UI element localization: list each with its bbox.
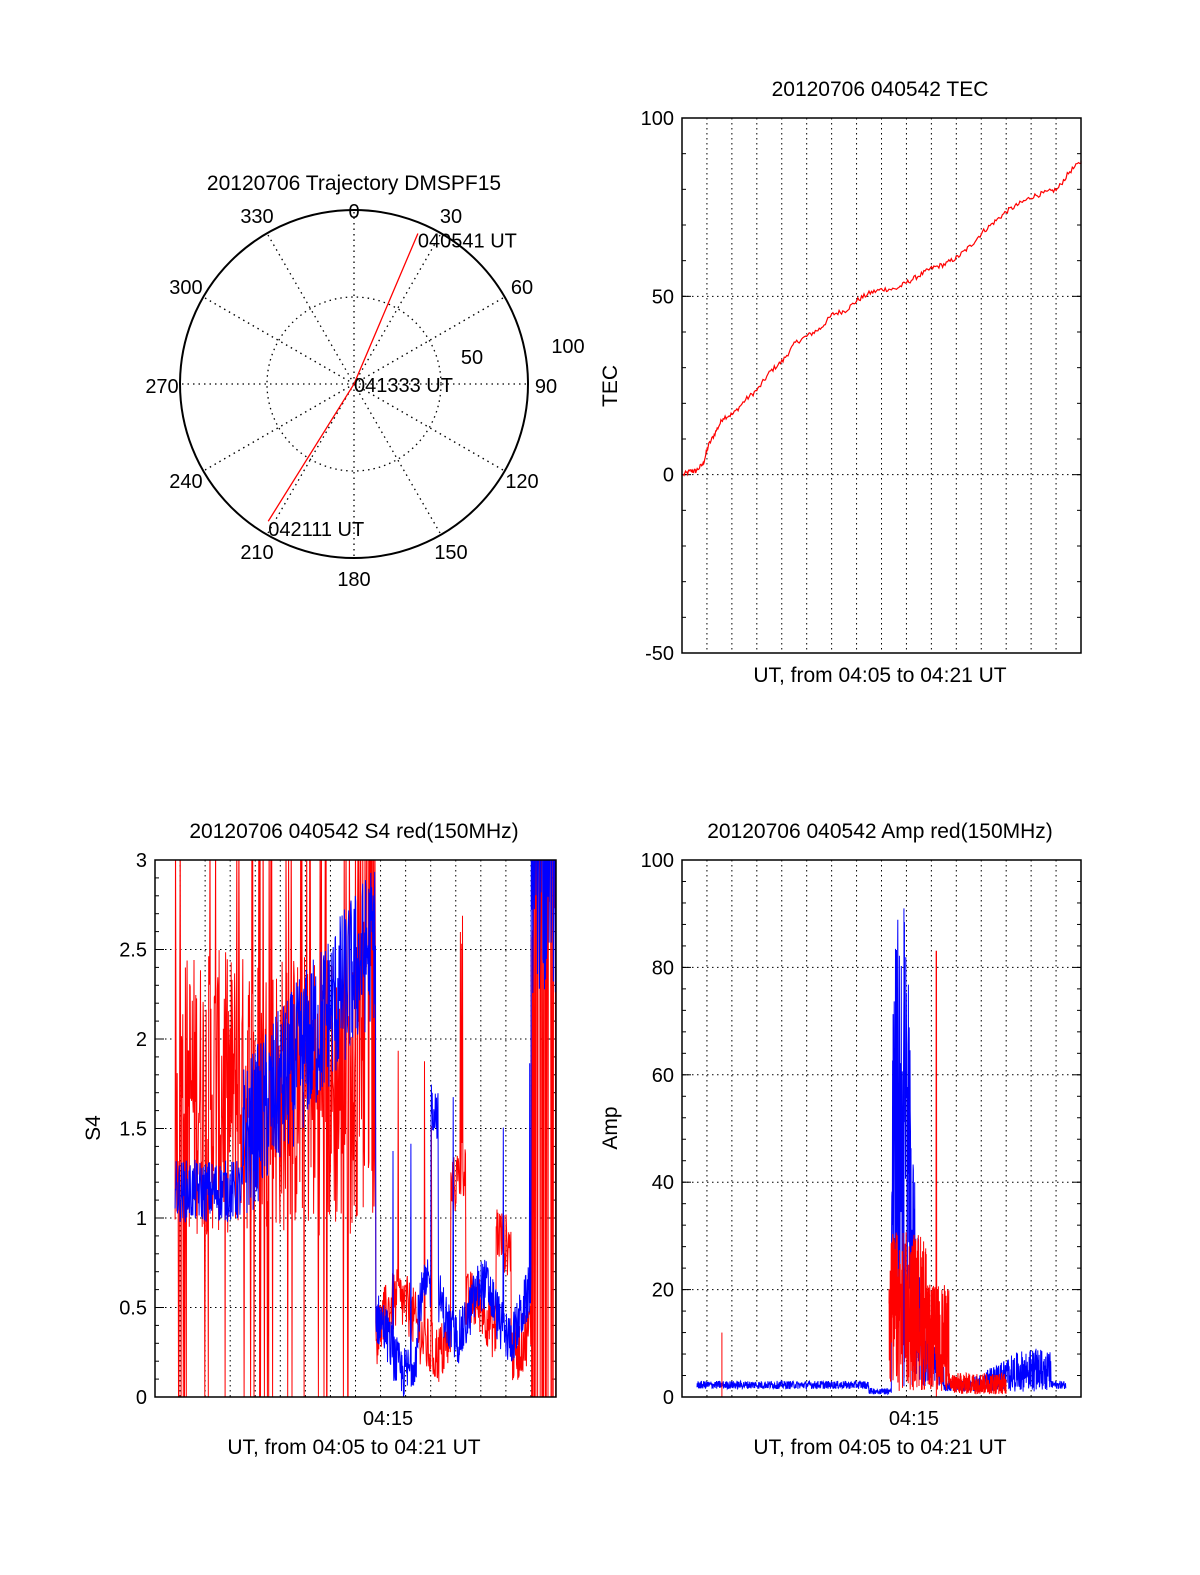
polar-trajectory: 040541 UT 041333 UT 042111 UT [267, 230, 517, 541]
polar-title: 20120706 Trajectory DMSPF15 [207, 172, 501, 195]
x-tick-label: 04:15 [363, 1408, 413, 1430]
polar-angle-label: 90 [535, 376, 557, 398]
tec-title: 20120706 040542 TEC [772, 78, 989, 101]
y-tick-label: -50 [645, 643, 674, 665]
s4-title: 20120706 040542 S4 red(150MHz) [189, 820, 518, 843]
y-tick-label: 100 [641, 108, 674, 130]
polar-grid-spoke [353, 383, 442, 536]
polar-angle-label: 0 [348, 201, 359, 223]
s4-chart: 20120706 040542 S4 red(150MHz) UT, from … [82, 820, 557, 1459]
plot-frame [154, 859, 557, 1398]
polar-angle-label: 60 [511, 277, 533, 299]
polar-grid-spoke [202, 296, 355, 385]
y-tick-label: 1 [136, 1208, 147, 1230]
y-tick-label: 40 [652, 1172, 674, 1194]
plot-frame [681, 859, 1082, 1398]
polar-radial-label: 100 [551, 336, 584, 358]
y-tick-label: 50 [652, 286, 674, 308]
polar-grid-spoke [202, 383, 355, 472]
polar-grid-spoke [266, 383, 355, 536]
x-tick-label: 04:15 [889, 1408, 939, 1430]
s4-blue-series [174, 860, 556, 1397]
y-tick-label: 0 [663, 465, 674, 487]
polar-trajectory-chart: 20120706 Trajectory DMSPF15 0 30 60 90 120 15… [145, 172, 584, 591]
y-tick-label: 1.5 [119, 1119, 147, 1141]
trajectory-time-label: 041333 UT [354, 375, 453, 397]
polar-angle-label: 270 [145, 376, 178, 398]
amp-ylabel: Amp [599, 1106, 622, 1149]
trajectory-time-label: 042111 UT [268, 519, 364, 541]
polar-outer-circle [179, 209, 529, 559]
amp-blue-series [696, 919, 1067, 1396]
polar-grid-spoke [353, 296, 506, 385]
y-tick-label: 0.5 [119, 1298, 147, 1320]
y-tick-label: 3 [136, 850, 147, 872]
amp-xlabel: UT, from 04:05 to 04:21 UT [753, 1436, 1006, 1459]
polar-angle-label: 300 [169, 277, 202, 299]
polar-angle-labels: 0 30 60 90 120 150 180 210 240 270 300 330 50 100 [145, 201, 584, 591]
trajectory-line [267, 233, 419, 522]
trajectory-time-label: 040541 UT [418, 230, 517, 252]
tec-chart: 20120706 040542 TEC UT, from 04:05 to 04… [599, 78, 1082, 687]
y-tick-label: 2.5 [119, 940, 147, 962]
y-tick-label: 60 [652, 1065, 674, 1087]
amp-plot-area: 0 20 40 60 80 100 04:15 [641, 850, 1082, 1430]
polar-angle-label: 120 [505, 471, 538, 493]
s4-series-group [174, 860, 556, 1397]
tec-xlabel: UT, from 04:05 to 04:21 UT [753, 664, 1006, 687]
polar-angle-label: 210 [240, 542, 273, 564]
tec-series-line [682, 160, 1082, 477]
amp-series-group [696, 908, 1067, 1397]
polar-angle-label: 330 [240, 206, 273, 228]
y-tick-label: 100 [641, 850, 674, 872]
polar-angle-label: 30 [440, 206, 462, 228]
tec-ylabel: TEC [599, 365, 622, 407]
s4-xlabel: UT, from 04:05 to 04:21 UT [227, 1436, 480, 1459]
tec-plot-area: -50 0 50 100 [641, 108, 1082, 665]
amp-title: 20120706 040542 Amp red(150MHz) [707, 820, 1053, 843]
plot-frame [681, 117, 1082, 654]
y-tick-label: 0 [136, 1387, 147, 1409]
polar-grid [179, 209, 529, 559]
polar-grid-spoke [353, 383, 506, 472]
y-tick-label: 80 [652, 957, 674, 979]
polar-grid-spoke [266, 232, 355, 385]
y-tick-label: 20 [652, 1280, 674, 1302]
polar-grid-circle [266, 296, 442, 472]
s4-plot-area: 0 0.5 1 1.5 2 2.5 3 04:15 [119, 850, 557, 1430]
amp-chart: 20120706 040542 Amp red(150MHz) UT, from… [599, 820, 1082, 1459]
y-tick-label: 2 [136, 1029, 147, 1051]
polar-angle-label: 180 [337, 569, 370, 591]
amp-red-series [888, 950, 1007, 1395]
y-tick-label: 0 [663, 1387, 674, 1409]
polar-angle-label: 150 [434, 542, 467, 564]
s4-ylabel: S4 [82, 1115, 105, 1141]
polar-radial-label: 50 [461, 347, 483, 369]
polar-grid-spoke [353, 232, 442, 385]
polar-angle-label: 240 [169, 471, 202, 493]
